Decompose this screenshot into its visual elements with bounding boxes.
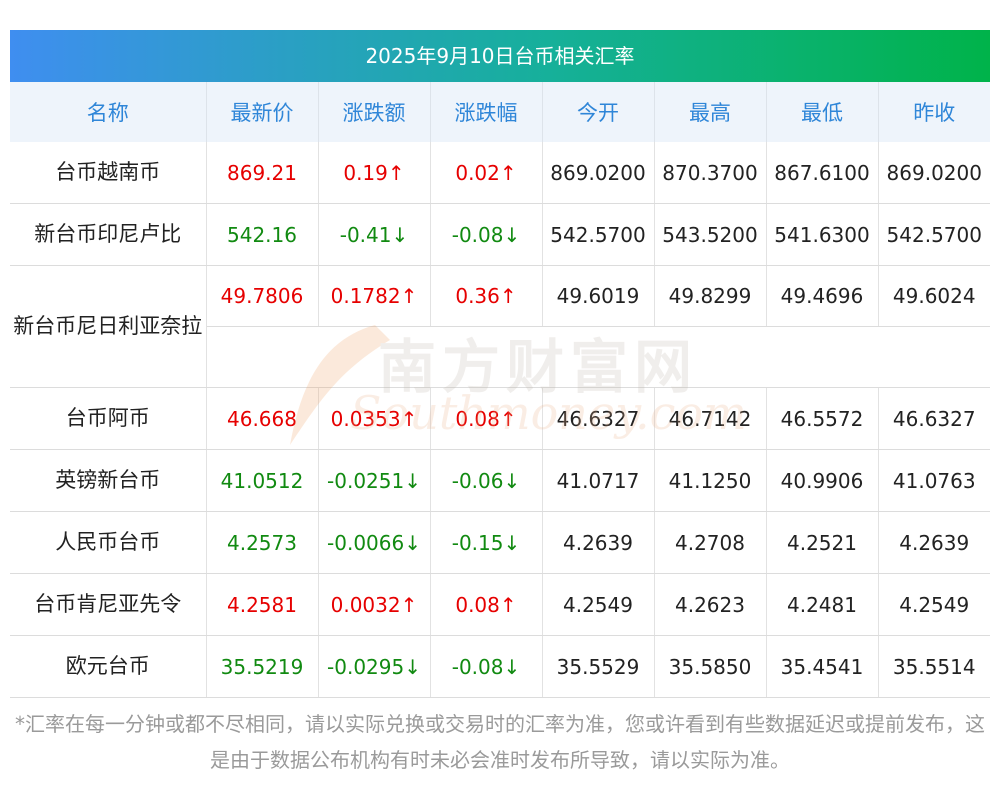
low-price: 35.4541	[766, 635, 879, 698]
pair-name: 人民币台币	[10, 511, 207, 574]
high-price: 49.8299	[654, 265, 767, 327]
table-row: 欧元台币 35.5219 -0.0295↓ -0.08↓ 35.5529 35.…	[10, 635, 990, 698]
latest-price: 49.7806	[206, 265, 319, 327]
change-percent: -0.06↓	[430, 449, 543, 512]
header-low: 最低	[766, 82, 879, 142]
high-price: 543.5200	[654, 203, 767, 266]
latest-price: 41.0512	[206, 449, 319, 512]
change-percent: -0.08↓	[430, 203, 543, 266]
table-row: 英镑新台币 41.0512 -0.0251↓ -0.06↓ 41.0717 41…	[10, 449, 990, 512]
open-price: 4.2639	[542, 511, 655, 574]
open-price: 35.5529	[542, 635, 655, 698]
change-amount: -0.0251↓	[318, 449, 431, 512]
prev-close: 35.5514	[878, 635, 990, 698]
low-price: 867.6100	[766, 142, 879, 204]
low-price: 4.2521	[766, 511, 879, 574]
pair-name: 台币越南币	[10, 142, 207, 204]
table-title: 2025年9月10日台币相关汇率	[10, 30, 990, 82]
change-percent: 0.36↑	[430, 265, 543, 327]
prev-close: 542.5700	[878, 203, 990, 266]
header-high: 最高	[654, 82, 767, 142]
change-percent: -0.15↓	[430, 511, 543, 574]
latest-price: 4.2581	[206, 573, 319, 636]
wrap-spacer-row	[10, 326, 990, 388]
change-percent: 0.08↑	[430, 387, 543, 450]
low-price: 541.6300	[766, 203, 879, 266]
table-row: 新台币印尼卢比 542.16 -0.41↓ -0.08↓ 542.5700 54…	[10, 203, 990, 266]
change-amount: 0.0032↑	[318, 573, 431, 636]
exchange-rate-table: 名称 最新价 涨跌额 涨跌幅 今开 最高 最低 昨收 台币越南币 869.21 …	[10, 82, 990, 698]
low-price: 40.9906	[766, 449, 879, 512]
header-prev-close: 昨收	[878, 82, 990, 142]
change-percent: 0.08↑	[430, 573, 543, 636]
high-price: 46.7142	[654, 387, 767, 450]
pair-name: 台币阿币	[10, 387, 207, 450]
open-price: 4.2549	[542, 573, 655, 636]
prev-close: 41.0763	[878, 449, 990, 512]
rate-table-panel: 2025年9月10日台币相关汇率 名称 最新价 涨跌额 涨跌幅 今开 最高 最低…	[10, 30, 990, 698]
high-price: 4.2623	[654, 573, 767, 636]
latest-price: 46.668	[206, 387, 319, 450]
latest-price: 869.21	[206, 142, 319, 204]
table-row: 台币阿币 46.668 0.0353↑ 0.08↑ 46.6327 46.714…	[10, 387, 990, 450]
header-open: 今开	[542, 82, 655, 142]
blank-cell	[206, 326, 990, 388]
high-price: 4.2708	[654, 511, 767, 574]
low-price: 49.4696	[766, 265, 879, 327]
pair-name: 新台币尼日利亚奈拉	[10, 265, 207, 388]
low-price: 4.2481	[766, 573, 879, 636]
footnote: *汇率在每一分钟或都不尽相同，请以实际兑换或交易时的汇率为准，您或许看到有些数据…	[15, 712, 985, 772]
header-change: 涨跌额	[318, 82, 431, 142]
change-percent: -0.08↓	[430, 635, 543, 698]
table-row: 台币肯尼亚先令 4.2581 0.0032↑ 0.08↑ 4.2549 4.26…	[10, 573, 990, 636]
change-amount: 0.0353↑	[318, 387, 431, 450]
latest-price: 542.16	[206, 203, 319, 266]
latest-price: 35.5219	[206, 635, 319, 698]
table-row: 人民币台币 4.2573 -0.0066↓ -0.15↓ 4.2639 4.27…	[10, 511, 990, 574]
change-percent: 0.02↑	[430, 142, 543, 204]
pair-name: 英镑新台币	[10, 449, 207, 512]
prev-close: 869.0200	[878, 142, 990, 204]
open-price: 869.0200	[542, 142, 655, 204]
prev-close: 4.2549	[878, 573, 990, 636]
header-latest: 最新价	[206, 82, 319, 142]
table-row: 台币越南币 869.21 0.19↑ 0.02↑ 869.0200 870.37…	[10, 142, 990, 204]
pair-name: 新台币印尼卢比	[10, 203, 207, 266]
prev-close: 46.6327	[878, 387, 990, 450]
open-price: 49.6019	[542, 265, 655, 327]
prev-close: 4.2639	[878, 511, 990, 574]
header-change-pct: 涨跌幅	[430, 82, 543, 142]
pair-name: 台币肯尼亚先令	[10, 573, 207, 636]
open-price: 542.5700	[542, 203, 655, 266]
change-amount: -0.0066↓	[318, 511, 431, 574]
open-price: 46.6327	[542, 387, 655, 450]
pair-name: 欧元台币	[10, 635, 207, 698]
open-price: 41.0717	[542, 449, 655, 512]
header-row: 名称 最新价 涨跌额 涨跌幅 今开 最高 最低 昨收	[10, 82, 990, 142]
header-name: 名称	[10, 82, 207, 142]
table-row: 新台币尼日利亚奈拉 49.7806 0.1782↑ 0.36↑ 49.6019 …	[10, 265, 990, 388]
change-amount: -0.0295↓	[318, 635, 431, 698]
change-amount: -0.41↓	[318, 203, 431, 266]
high-price: 870.3700	[654, 142, 767, 204]
low-price: 46.5572	[766, 387, 879, 450]
prev-close: 49.6024	[878, 265, 990, 327]
change-amount: 0.1782↑	[318, 265, 431, 327]
change-amount: 0.19↑	[318, 142, 431, 204]
high-price: 41.1250	[654, 449, 767, 512]
latest-price: 4.2573	[206, 511, 319, 574]
high-price: 35.5850	[654, 635, 767, 698]
